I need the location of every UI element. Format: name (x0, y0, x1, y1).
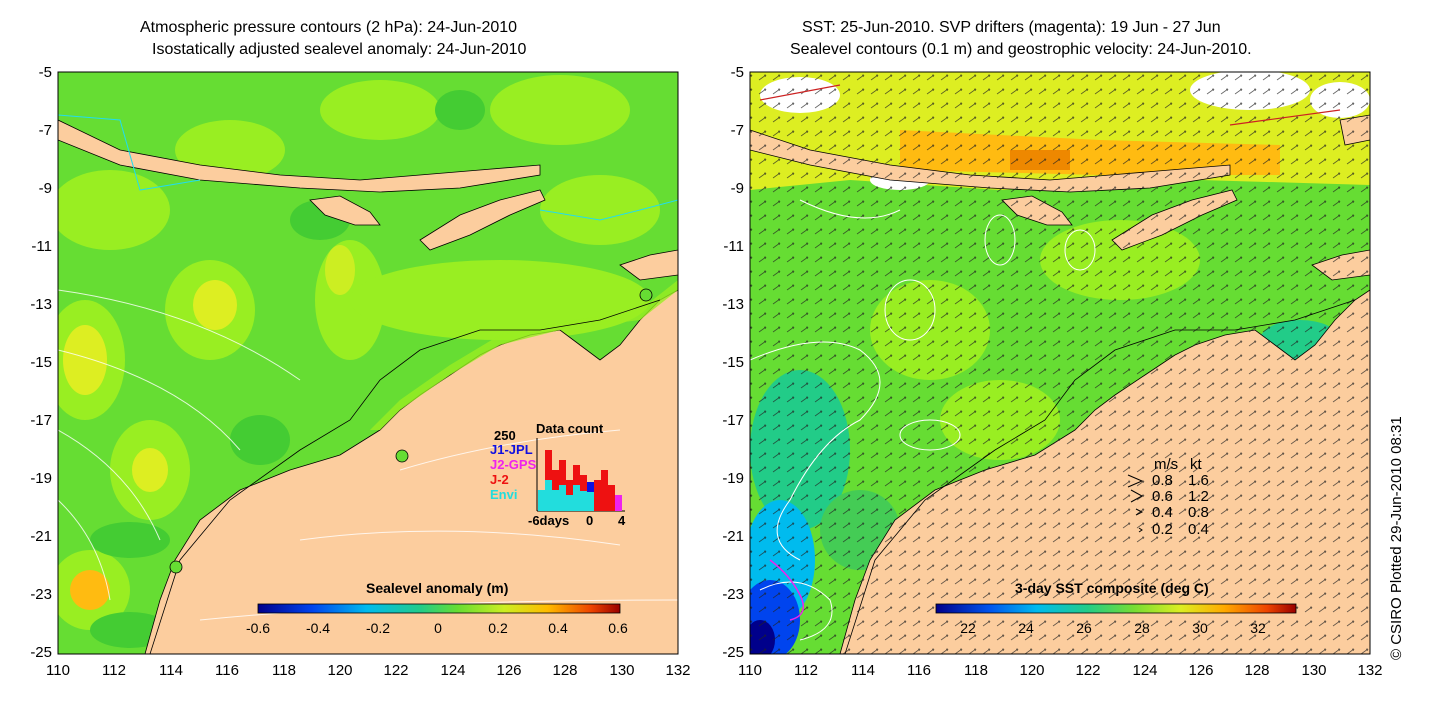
left-y-tick: -19 (30, 470, 52, 487)
right-y-tick: -17 (722, 412, 744, 429)
right-x-tick: 122 (1075, 662, 1101, 679)
right-colorbar-tick: 22 (960, 620, 976, 636)
right-y-tick: -5 (730, 64, 744, 81)
right-map-frame (749, 71, 1371, 655)
left-y-tick: -21 (30, 528, 52, 545)
right-map (750, 72, 1370, 654)
right-x-tick: 126 (1188, 662, 1214, 679)
right-y-tick: -7 (730, 122, 744, 139)
left-colorbar-tick: -0.2 (365, 620, 391, 636)
credit-text: © CSIRO Plotted 29-Jun-2010 08:31 (1388, 416, 1405, 660)
left-x-tick: 126 (496, 662, 522, 679)
right-colorbar (935, 603, 1297, 614)
velocity-legend-ms: 0.2 (1152, 521, 1173, 538)
right-colorbar-tick: 30 (1192, 620, 1208, 636)
legend-j2-gps: J2-GPS (490, 457, 537, 472)
left-x-tick: 128 (552, 662, 578, 679)
left-x-tick: 132 (665, 662, 691, 679)
right-x-tick: 114 (851, 662, 875, 679)
right-title-line2: Sealevel contours (0.1 m) and geostrophi… (790, 41, 1252, 58)
right-x-tick: 118 (964, 662, 988, 679)
right-colorbar-title: 3-day SST composite (deg C) (1015, 580, 1209, 596)
velocity-legend-kt: 1.2 (1188, 488, 1209, 505)
left-colorbar-tick: -0.4 (305, 620, 331, 636)
left-x-tick: 114 (159, 662, 183, 679)
data-count-xlabel-start: -6days (528, 513, 570, 528)
left-map-frame (57, 71, 679, 655)
velocity-legend-kt: 0.8 (1188, 504, 1209, 521)
data-count-histogram (536, 438, 625, 512)
right-colorbar-tick: 32 (1250, 620, 1266, 636)
left-colorbar (257, 603, 621, 614)
left-x-tick: 110 (46, 662, 70, 679)
right-y-tick: -9 (730, 180, 744, 197)
left-colorbar-tick: 0.2 (488, 620, 508, 636)
left-y-tick: -25 (30, 644, 52, 661)
right-x-tick: 120 (1019, 662, 1045, 679)
right-y-tick: -11 (723, 238, 744, 255)
left-x-tick: 112 (102, 662, 126, 679)
left-y-tick: -11 (31, 238, 52, 255)
right-x-tick: 130 (1301, 662, 1327, 679)
legend-j1-jpl: J1-JPL (490, 442, 533, 457)
velocity-legend-kt-header: kt (1190, 456, 1202, 473)
left-y-tick: -9 (38, 180, 52, 197)
velocity-legend-ms: 0.4 (1152, 504, 1173, 521)
right-x-tick: 128 (1244, 662, 1270, 679)
right-colorbar-tick: 24 (1018, 620, 1034, 636)
left-y-tick: -23 (30, 586, 52, 603)
velocity-legend-ms: 0.6 (1152, 488, 1173, 505)
velocity-legend-ms: 0.8 (1152, 472, 1173, 489)
left-colorbar-tick: 0.4 (548, 620, 568, 636)
left-x-tick: 116 (215, 662, 239, 679)
right-y-tick: -19 (722, 470, 744, 487)
left-colorbar-title: Sealevel anomaly (m) (366, 580, 509, 596)
right-title-line1: SST: 25-Jun-2010. SVP drifters (magenta)… (802, 19, 1221, 36)
left-title-line2: Isostatically adjusted sealevel anomaly:… (152, 41, 527, 58)
right-x-tick: 112 (794, 662, 818, 679)
left-colorbar-tick: 0 (434, 620, 442, 636)
data-count-xlabel-end: 4 (618, 513, 626, 528)
left-x-tick: 124 (440, 662, 466, 679)
left-title-line1: Atmospheric pressure contours (2 hPa): 2… (140, 19, 518, 36)
right-colorbar-tick: 28 (1134, 620, 1150, 636)
data-count-ymax: 250 (494, 428, 516, 443)
right-colorbar-tick: 26 (1076, 620, 1092, 636)
left-y-tick: -5 (38, 64, 52, 81)
left-colorbar-tick: 0.6 (608, 620, 628, 636)
right-x-tick: 110 (738, 662, 762, 679)
left-y-tick: -15 (30, 354, 52, 371)
legend-envi: Envi (490, 487, 518, 502)
data-count-title: Data count (536, 421, 604, 436)
left-y-tick: -13 (30, 296, 52, 313)
legend-j-2: J-2 (490, 472, 509, 487)
right-y-tick: -15 (722, 354, 744, 371)
velocity-legend-arrows (1127, 474, 1144, 533)
left-x-tick: 118 (272, 662, 296, 679)
left-x-tick: 120 (327, 662, 353, 679)
right-y-tick: -25 (722, 644, 744, 661)
left-x-tick: 130 (609, 662, 635, 679)
data-count-xlabel-zero: 0 (586, 513, 594, 528)
left-colorbar-tick: -0.6 (245, 620, 271, 636)
left-y-tick: -17 (30, 412, 52, 429)
velocity-legend-kt: 0.4 (1188, 521, 1209, 538)
right-y-tick: -13 (722, 296, 744, 313)
left-map (58, 72, 678, 654)
left-x-tick: 122 (383, 662, 409, 679)
right-x-tick: 124 (1132, 662, 1158, 679)
right-y-tick: -21 (722, 528, 744, 545)
velocity-legend-ms-header: m/s (1154, 456, 1179, 473)
left-y-tick: -7 (38, 122, 52, 139)
right-x-tick: 132 (1357, 662, 1383, 679)
right-y-tick: -23 (722, 586, 744, 603)
right-x-tick: 116 (907, 662, 931, 679)
velocity-legend-kt: 1.6 (1188, 472, 1209, 489)
